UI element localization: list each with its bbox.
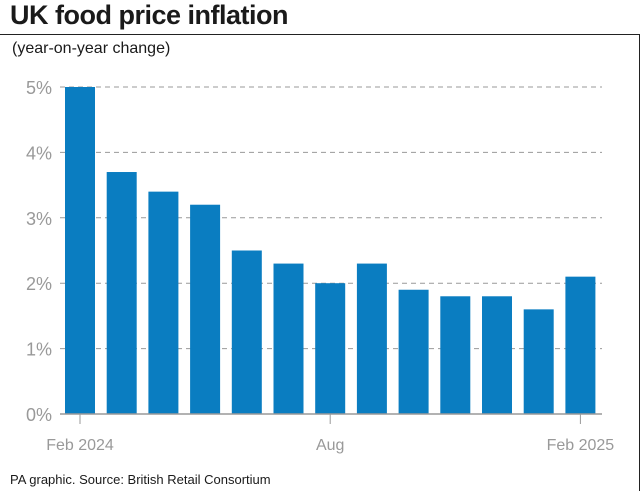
x-tick-label: Feb 2024 xyxy=(46,437,114,454)
y-tick-label: 5% xyxy=(26,78,52,98)
title-rule xyxy=(0,34,640,35)
y-tick-label: 1% xyxy=(26,340,52,360)
bar xyxy=(398,289,429,414)
y-tick-label: 4% xyxy=(26,143,52,163)
bar xyxy=(482,296,512,414)
bar xyxy=(523,309,554,414)
x-tick-label: Feb 2025 xyxy=(547,437,615,454)
chart-subtitle: (year-on-year change) xyxy=(12,40,171,57)
bar xyxy=(315,283,346,414)
bar xyxy=(106,172,137,414)
bar xyxy=(231,250,262,414)
bar xyxy=(565,276,596,414)
bar xyxy=(273,263,304,414)
y-tick-label: 2% xyxy=(26,274,52,294)
bar xyxy=(356,263,387,414)
chart-title: UK food price inflation xyxy=(10,0,289,30)
y-tick-label: 0% xyxy=(26,405,52,425)
bar xyxy=(148,191,179,414)
bar xyxy=(440,296,471,414)
x-tick-label: Aug xyxy=(316,437,344,454)
bar xyxy=(190,204,221,414)
y-tick-label: 3% xyxy=(26,209,52,229)
source-note: PA graphic. Source: British Retail Conso… xyxy=(10,472,271,487)
bar xyxy=(65,87,95,414)
